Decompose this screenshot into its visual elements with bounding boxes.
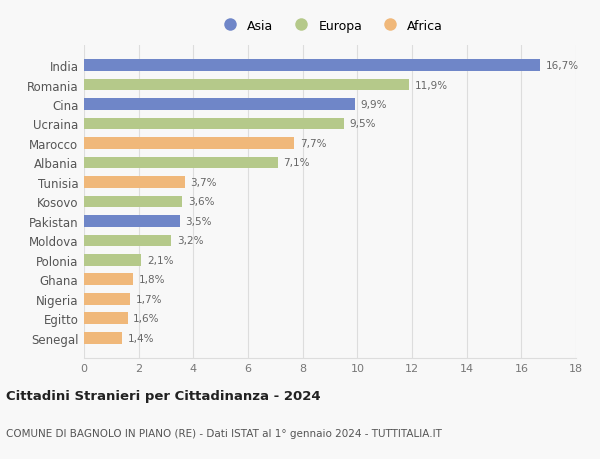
Text: 7,1%: 7,1%	[284, 158, 310, 168]
Bar	[84, 196, 182, 208]
Bar	[84, 60, 541, 72]
Text: Cittadini Stranieri per Cittadinanza - 2024: Cittadini Stranieri per Cittadinanza - 2…	[6, 389, 320, 403]
Text: 3,6%: 3,6%	[188, 197, 214, 207]
Bar	[84, 157, 278, 169]
Text: 3,7%: 3,7%	[191, 178, 217, 188]
Bar	[84, 118, 344, 130]
Text: 9,9%: 9,9%	[360, 100, 386, 110]
Bar	[84, 216, 179, 227]
Bar	[84, 79, 409, 91]
Text: 11,9%: 11,9%	[415, 80, 448, 90]
Text: 1,7%: 1,7%	[136, 294, 163, 304]
Text: 1,4%: 1,4%	[128, 333, 154, 343]
Bar	[84, 235, 172, 246]
Text: 3,2%: 3,2%	[177, 236, 203, 246]
Text: COMUNE DI BAGNOLO IN PIANO (RE) - Dati ISTAT al 1° gennaio 2024 - TUTTITALIA.IT: COMUNE DI BAGNOLO IN PIANO (RE) - Dati I…	[6, 428, 442, 438]
Bar	[84, 313, 128, 325]
Text: 2,1%: 2,1%	[147, 255, 173, 265]
Bar	[84, 99, 355, 111]
Legend: Asia, Europa, Africa: Asia, Europa, Africa	[212, 15, 448, 38]
Bar	[84, 138, 295, 150]
Bar	[84, 177, 185, 188]
Text: 1,8%: 1,8%	[139, 274, 165, 285]
Bar	[84, 254, 142, 266]
Text: 16,7%: 16,7%	[546, 61, 579, 71]
Text: 1,6%: 1,6%	[133, 313, 160, 324]
Bar	[84, 293, 130, 305]
Bar	[84, 332, 122, 344]
Text: 3,5%: 3,5%	[185, 216, 212, 226]
Text: 7,7%: 7,7%	[300, 139, 326, 149]
Bar	[84, 274, 133, 285]
Text: 9,5%: 9,5%	[349, 119, 376, 129]
